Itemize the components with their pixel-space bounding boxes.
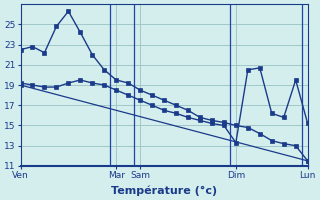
X-axis label: Température (°c): Température (°c) xyxy=(111,185,217,196)
